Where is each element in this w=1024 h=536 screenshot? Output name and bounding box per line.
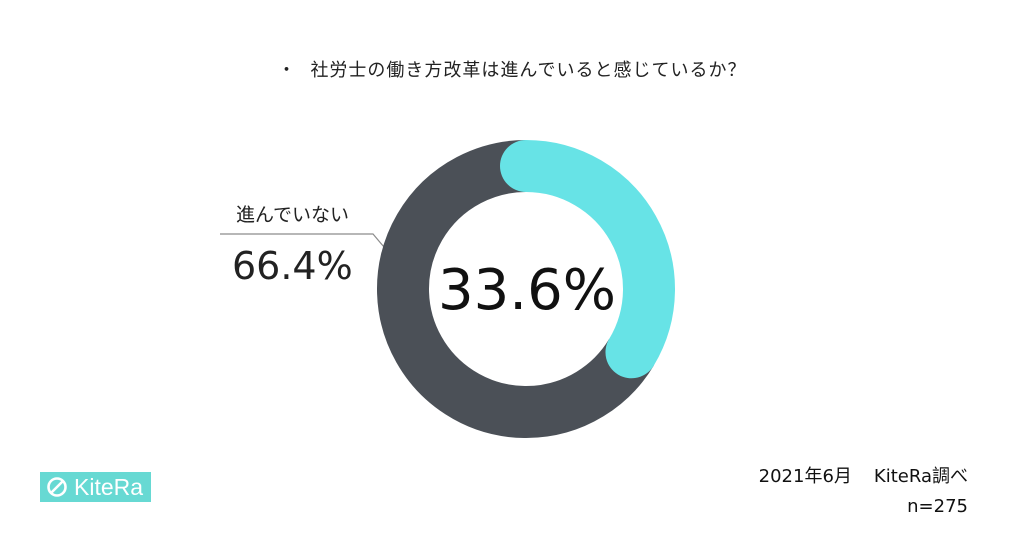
source-date: 2021年6月	[758, 466, 852, 487]
donut-slice-0	[500, 140, 675, 379]
donut-slice-1	[377, 140, 654, 438]
title-text: 社労士の働き方改革は進んでいると感じているか？	[310, 60, 747, 81]
title-bullet: ・	[277, 60, 297, 81]
source-note: 2021年6月 KiteRa調べ n=275	[759, 462, 968, 522]
source-org: KiteRa調べ	[873, 466, 968, 487]
slice-label-negative: 進んでいない	[236, 204, 350, 226]
slice-value-negative: 66.4%	[232, 244, 353, 288]
kitera-logo: KiteRa	[40, 472, 152, 502]
sample-size: n=275	[907, 496, 968, 517]
logo-text: KiteRa	[74, 474, 144, 500]
logo-icon	[47, 477, 67, 497]
chart-title: ・社労士の働き方改革は進んでいると感じているか？	[0, 56, 1024, 82]
slice-value-positive: 33.6%	[438, 258, 616, 323]
